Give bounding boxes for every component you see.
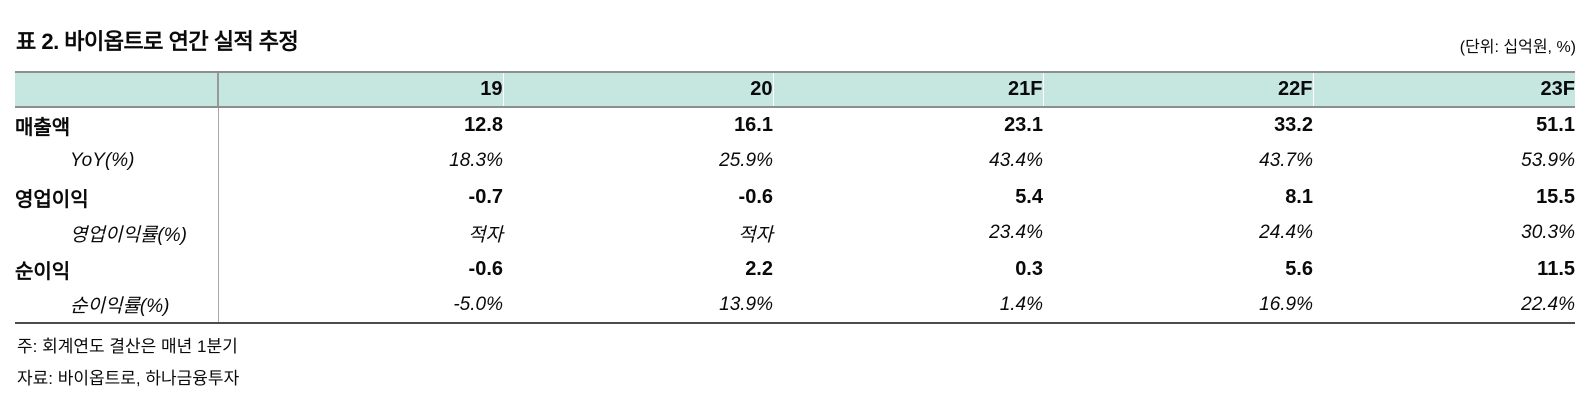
table-cell: 33.2 bbox=[1274, 114, 1313, 136]
table-cell: 15.5 bbox=[1536, 185, 1575, 208]
table-cell: 11.5 bbox=[1537, 257, 1575, 280]
table-cell: -5.0% bbox=[217, 287, 503, 324]
table-cell: 18.3% bbox=[217, 143, 503, 179]
row-label: 매출액 bbox=[15, 117, 71, 139]
table-cell: 적자 bbox=[217, 215, 503, 251]
table-cell: 43.7% bbox=[1259, 150, 1313, 171]
table-cell: 8.1 bbox=[1285, 185, 1313, 208]
table-cell: 5.6 bbox=[1285, 257, 1313, 280]
footnotes: 주: 회계연도 결산은 매년 1분기 자료: 바이옵트로, 하나금융투자 bbox=[17, 331, 239, 395]
column-header-21f: 21F bbox=[772, 71, 1043, 108]
row-label: 순이익률(%) bbox=[15, 287, 218, 324]
row-label: YoY(%) bbox=[70, 150, 135, 171]
table-cell: 23.4% bbox=[989, 222, 1043, 243]
financial-estimates-table: 19 20 21F 22F 23F 매출액 12.8 16.1 23.1 33.… bbox=[15, 71, 1575, 324]
column-header-20: 20 bbox=[502, 71, 773, 108]
table-row-revenue: 매출액 12.8 16.1 23.1 33.2 51.1 bbox=[15, 107, 1575, 143]
table-cell: 24.4% bbox=[1259, 222, 1313, 243]
column-header-23f: 23F bbox=[1312, 71, 1575, 108]
table-cell: 25.9% bbox=[719, 150, 773, 171]
table-row-net-margin: 순이익률(%) -5.0% 13.9% 1.4% 16.9% 22.4% bbox=[15, 287, 1575, 324]
table-cell: 30.3% bbox=[1521, 222, 1575, 243]
footnote-note: 주: 회계연도 결산은 매년 1분기 bbox=[17, 337, 238, 356]
table-cell: -0.7 bbox=[217, 179, 503, 215]
table-cell: 0.3 bbox=[1015, 257, 1043, 280]
row-label: 순이익 bbox=[15, 260, 71, 283]
table-cell: -0.6 bbox=[738, 185, 773, 208]
table-cell: 22.4% bbox=[1313, 287, 1575, 324]
footnote-source: 자료: 바이옵트로, 하나금융투자 bbox=[17, 369, 240, 388]
table-row-operating-margin: 영업이익률(%) 적자 적자 23.4% 24.4% 30.3% bbox=[15, 215, 1575, 251]
column-header-22f: 22F bbox=[1042, 71, 1313, 108]
table-row-operating-profit: 영업이익 -0.7 -0.6 5.4 8.1 15.5 bbox=[15, 179, 1575, 215]
table-row-net-profit: 순이익 -0.6 2.2 0.3 5.6 11.5 bbox=[15, 251, 1575, 287]
table-cell: 51.1 bbox=[1536, 114, 1575, 136]
table-cell: 13.9% bbox=[503, 287, 773, 324]
row-label: 영업이익률(%) bbox=[70, 224, 187, 246]
table-row-yoy: YoY(%) 18.3% 25.9% 43.4% 43.7% 53.9% bbox=[15, 143, 1575, 179]
table-cell: 53.9% bbox=[1521, 150, 1575, 171]
table-cell: 적자 bbox=[738, 224, 773, 246]
table-cell: 16.1 bbox=[734, 114, 773, 136]
header-row: 19 20 21F 22F 23F bbox=[15, 71, 1575, 108]
table-cell: 16.9% bbox=[1043, 287, 1313, 324]
table-cell: 43.4% bbox=[989, 150, 1043, 171]
table-cell: 1.4% bbox=[773, 287, 1043, 324]
table-cell: -0.6 bbox=[217, 251, 503, 287]
table-cell: 12.8 bbox=[217, 107, 503, 143]
unit-note: (단위: 십억원, %) bbox=[1459, 39, 1576, 56]
column-header-blank bbox=[15, 71, 218, 108]
table-cell: 2.2 bbox=[745, 257, 773, 280]
column-header-19: 19 bbox=[217, 71, 503, 108]
row-label: 영업이익 bbox=[15, 188, 89, 211]
table-cell: 5.4 bbox=[1015, 185, 1043, 208]
table-title: 표 2. 바이옵트로 연간 실적 추정 bbox=[16, 29, 299, 54]
table-cell: 23.1 bbox=[1004, 114, 1043, 136]
